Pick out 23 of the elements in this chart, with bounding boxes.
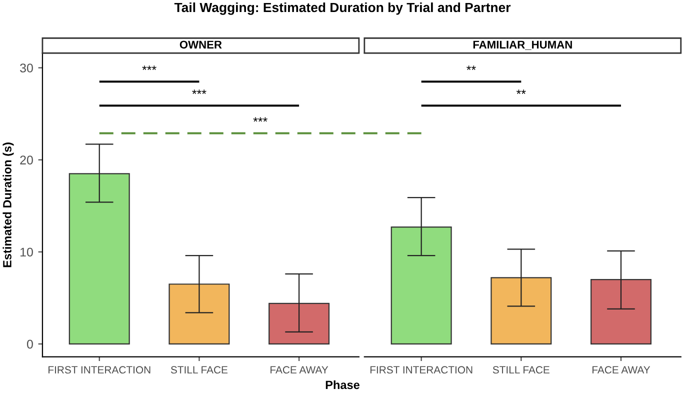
x-tick-label: FACE AWAY: [270, 366, 328, 374]
y-tick-label: 10: [20, 248, 33, 257]
x-tick-label: FACE AWAY: [592, 366, 650, 374]
annotation: **: [516, 90, 526, 94]
bar: [68, 173, 130, 345]
x-axis-title: Phase: [326, 380, 360, 390]
x-tick-label: STILL FACE: [170, 366, 228, 374]
annotation: ***: [192, 90, 206, 94]
annotation: ***: [253, 117, 268, 122]
x-tick-label: STILL FACE: [492, 366, 550, 374]
y-axis-title: Estimated Duration (s): [2, 142, 14, 268]
chart-title: OWNER: [180, 40, 222, 49]
y-tick-label: 20: [20, 156, 33, 164]
y-tick-label: 30: [20, 64, 33, 72]
y-tick-label: 0: [26, 340, 33, 349]
x-tick-label: FIRST INTERACTION: [370, 366, 472, 374]
chart-subtitle: Tail Wagging: Estimated Duration by Trial and Partner: [174, 2, 511, 15]
annotation: **: [466, 66, 476, 70]
bar: [168, 284, 230, 345]
annotation: ***: [142, 66, 156, 70]
x-tick-label: FIRST INTERACTION: [48, 366, 150, 374]
chart-title: FAMILIAR_HUMAN: [473, 40, 572, 50]
bar: [268, 302, 330, 345]
